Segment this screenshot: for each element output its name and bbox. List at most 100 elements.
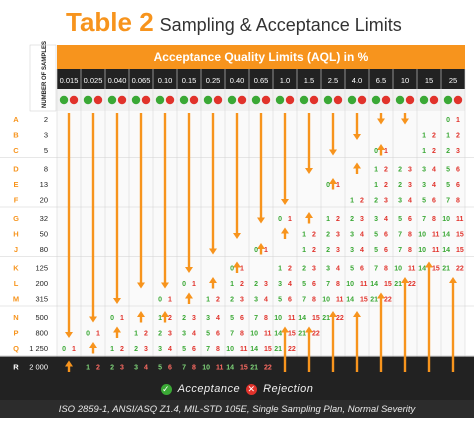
reject-number: 6: [168, 365, 172, 372]
accept-number: 3: [422, 182, 426, 189]
reject-number: 6: [408, 216, 412, 223]
accept-number: 7: [422, 216, 426, 223]
reject-number: 1: [384, 148, 388, 155]
reject-number: 8: [408, 232, 412, 239]
arrow-up-icon: [305, 212, 313, 218]
reject-number: 4: [408, 198, 412, 205]
arrow-down-icon: [137, 282, 145, 289]
reject-number: 6: [312, 281, 316, 288]
accept-number: 2: [398, 182, 402, 189]
reject-number: 1: [192, 281, 196, 288]
reject-number: 6: [240, 315, 244, 322]
reject-number: 2: [384, 167, 388, 174]
page-title: Table 2 Sampling & Acceptance Limits: [66, 7, 402, 39]
arrow-down-icon: [161, 282, 169, 289]
row-letter: N: [13, 313, 18, 322]
reject-number: 8: [432, 216, 436, 223]
accept-number: 21: [442, 266, 450, 273]
check-icon: [251, 95, 261, 105]
accept-number: 10: [394, 266, 402, 273]
aql-header-title: Acceptance Quality Limits (AQL) in %: [154, 50, 369, 64]
accept-number: 3: [278, 281, 282, 288]
x-icon: [261, 95, 271, 105]
reject-number: 3: [384, 198, 388, 205]
reject-number: 1: [120, 315, 124, 322]
reject-number: 1: [456, 117, 460, 124]
reject-number: 6: [456, 167, 460, 174]
reject-number: 2: [456, 133, 460, 140]
arrow-down-icon: [329, 149, 337, 156]
row-letter: E: [13, 180, 18, 189]
accept-number: 1: [350, 198, 354, 205]
accept-number: 3: [182, 331, 186, 338]
x-icon: [69, 95, 79, 105]
reject-number: 22: [384, 297, 392, 304]
arrow-up-icon: [353, 311, 361, 317]
accept-number: 14: [274, 331, 282, 338]
accept-number: 10: [322, 297, 330, 304]
reject-number: 3: [408, 167, 412, 174]
reject-number: 1: [168, 297, 172, 304]
check-icon: [155, 95, 165, 105]
reject-number: 4: [432, 182, 436, 189]
reject-number: 8: [240, 331, 244, 338]
accept-number: 14: [226, 365, 234, 372]
check-icon: [275, 95, 285, 105]
accept-number: 10: [346, 281, 354, 288]
check-icon: ✓: [160, 383, 172, 395]
standard-footer: ISO 2859-1, ANSI/ASQ Z1.4, MIL-STD 105E,…: [0, 400, 474, 418]
arrow-down-icon: [257, 217, 265, 224]
reject-number: 2: [168, 315, 172, 322]
arrow-up-icon: [401, 277, 409, 283]
reject-number: 8: [384, 266, 388, 273]
arrow-up-icon: [137, 311, 145, 317]
reject-number: 4: [192, 331, 196, 338]
reject-number: 11: [240, 346, 248, 353]
aql-level-label: 25: [449, 76, 457, 85]
reject-number: 2: [336, 216, 340, 223]
accept-number: 5: [278, 297, 282, 304]
x-icon: ✕: [246, 383, 258, 395]
accept-number: 1: [230, 281, 234, 288]
accept-number: 5: [446, 182, 450, 189]
accept-number: 1: [374, 167, 378, 174]
accept-number: 21: [322, 315, 330, 322]
check-icon: [395, 95, 405, 105]
arrow-up-icon: [305, 326, 313, 333]
row-samples: 200: [35, 279, 48, 288]
accept-number: 14: [346, 297, 354, 304]
reject-number: 15: [240, 365, 248, 372]
arrow-down-icon: [89, 316, 97, 323]
legend-accept-label: Acceptance: [177, 383, 241, 395]
accept-number: 5: [182, 346, 186, 353]
check-icon: [203, 95, 213, 105]
row-letter: R: [13, 363, 19, 372]
x-icon: [333, 95, 343, 105]
arrow-up-icon: [209, 277, 217, 283]
accept-number: 14: [250, 346, 258, 353]
arrow-up-icon: [281, 326, 289, 333]
accept-number: 14: [298, 315, 306, 322]
reject-number: 8: [336, 281, 340, 288]
accept-number: 3: [134, 365, 138, 372]
row-samples: 13: [40, 180, 48, 189]
reject-number: 3: [240, 297, 244, 304]
accept-number: 21: [370, 297, 378, 304]
x-icon: [213, 95, 223, 105]
accept-number: 0: [86, 331, 90, 338]
arrow-up-icon: [353, 162, 361, 169]
reject-number: 4: [360, 247, 364, 254]
row-samples: 125: [35, 264, 48, 273]
aql-header-band: [57, 45, 465, 69]
reject-number: 6: [432, 198, 436, 205]
accept-number: 3: [398, 198, 402, 205]
reject-number: 15: [432, 266, 440, 273]
reject-number: 2: [120, 346, 124, 353]
title-subtitle: Sampling & Acceptance Limits: [159, 15, 402, 35]
reject-number: 6: [216, 331, 220, 338]
reject-number: 3: [456, 148, 460, 155]
accept-number: 0: [374, 148, 378, 155]
reject-number: 15: [264, 346, 272, 353]
reject-number: 8: [192, 365, 196, 372]
aql-level-label: 6.5: [376, 76, 386, 85]
